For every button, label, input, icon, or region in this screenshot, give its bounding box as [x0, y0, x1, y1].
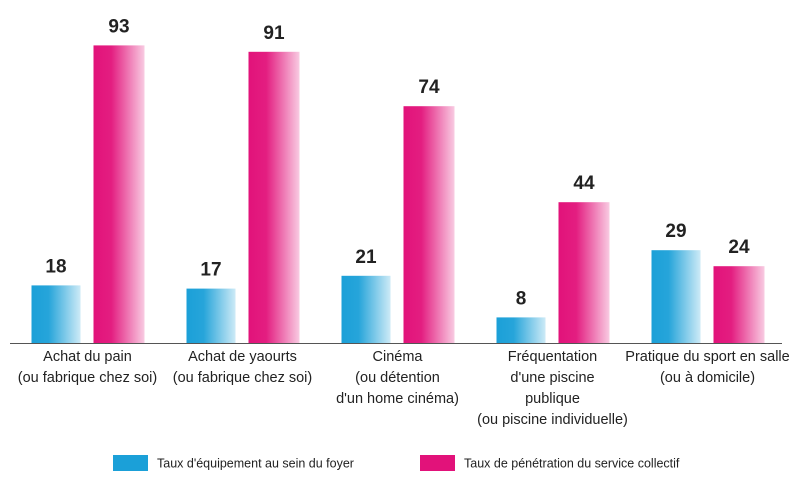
legend-swatch	[420, 455, 455, 471]
value-label: 91	[263, 23, 285, 44]
x-tick-label: (ou piscine individuelle)	[477, 412, 628, 428]
value-label: 74	[418, 77, 440, 98]
bar	[403, 106, 455, 343]
value-label: 17	[200, 260, 221, 281]
legend-label: Taux de pénétration du service collectif	[464, 456, 680, 470]
value-label: 24	[728, 237, 750, 258]
x-tick-label: d'une piscine	[510, 370, 594, 386]
bar	[651, 250, 701, 343]
value-label: 93	[108, 16, 129, 37]
bar	[558, 202, 610, 343]
bar	[31, 285, 81, 343]
x-tick-label: publique	[525, 391, 580, 407]
x-tick-label: Fréquentation	[508, 349, 597, 365]
x-tick-label: d'un home cinéma)	[336, 391, 459, 407]
value-label: 21	[355, 247, 377, 268]
x-tick-label: Achat de yaourts	[188, 349, 297, 365]
bar	[713, 266, 765, 343]
bar	[341, 275, 391, 343]
bar	[248, 51, 300, 344]
bar	[93, 45, 145, 344]
x-tick-label: (ou à domicile)	[660, 370, 755, 386]
value-label: 44	[573, 173, 595, 194]
x-tick-label: (ou détention	[355, 370, 440, 386]
x-tick-label: (ou fabrique chez soi)	[18, 370, 157, 386]
bar	[186, 288, 236, 343]
value-label: 29	[665, 221, 686, 242]
bar	[496, 317, 546, 343]
x-tick-label: Cinéma	[373, 349, 424, 365]
x-tick-label: (ou fabrique chez soi)	[173, 370, 312, 386]
legend-label: Taux d'équipement au sein du foyer	[157, 456, 354, 470]
value-label: 18	[45, 256, 66, 277]
x-tick-label: Achat du pain	[43, 349, 132, 365]
value-label: 8	[516, 288, 527, 309]
legend-swatch	[113, 455, 148, 471]
x-tick-label: Pratique du sport en salle	[625, 349, 789, 365]
